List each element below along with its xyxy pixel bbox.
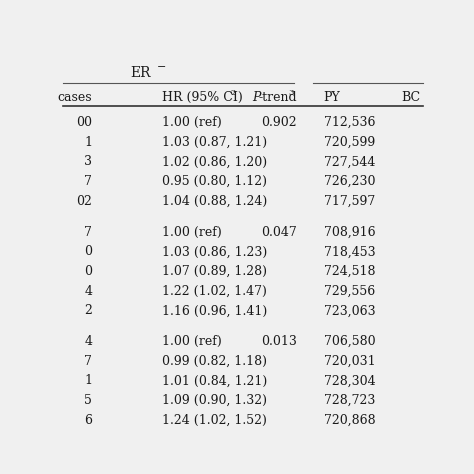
Text: -trend: -trend [259,91,297,104]
Text: 1.00 (ref): 1.00 (ref) [162,226,222,238]
Text: 3: 3 [84,155,92,168]
Text: 7: 7 [84,355,92,368]
Text: 728,304: 728,304 [324,374,375,387]
Text: 1.24 (1.02, 1.52): 1.24 (1.02, 1.52) [162,414,267,427]
Text: −: − [156,62,166,72]
Text: P: P [252,91,261,104]
Text: 0: 0 [84,245,92,258]
Text: 0: 0 [84,265,92,278]
Text: 2: 2 [231,89,236,97]
Text: 720,868: 720,868 [324,414,375,427]
Text: 1.01 (0.84, 1.21): 1.01 (0.84, 1.21) [162,374,267,387]
Text: 5: 5 [84,394,92,407]
Text: 706,580: 706,580 [324,335,375,348]
Text: cases: cases [58,91,92,104]
Text: 1.09 (0.90, 1.32): 1.09 (0.90, 1.32) [162,394,267,407]
Text: 0.95 (0.80, 1.12): 0.95 (0.80, 1.12) [162,175,267,188]
Text: 1.04 (0.88, 1.24): 1.04 (0.88, 1.24) [162,195,267,208]
Text: 727,544: 727,544 [324,155,375,168]
Text: 3: 3 [289,89,294,97]
Text: 720,031: 720,031 [324,355,375,368]
Text: 724,518: 724,518 [324,265,375,278]
Text: 708,916: 708,916 [324,226,375,238]
Text: 7: 7 [84,226,92,238]
Text: 1.02 (0.86, 1.20): 1.02 (0.86, 1.20) [162,155,267,168]
Text: 0.047: 0.047 [261,226,297,238]
Text: HR (95% CI): HR (95% CI) [162,91,243,104]
Text: ER: ER [130,66,150,80]
Text: 712,536: 712,536 [324,116,375,129]
Text: PY: PY [324,91,340,104]
Text: 1.03 (0.86, 1.23): 1.03 (0.86, 1.23) [162,245,267,258]
Text: 7: 7 [84,175,92,188]
Text: 1: 1 [84,374,92,387]
Text: 1.00 (ref): 1.00 (ref) [162,335,222,348]
Text: 1.16 (0.96, 1.41): 1.16 (0.96, 1.41) [162,304,267,318]
Text: 1.00 (ref): 1.00 (ref) [162,116,222,129]
Text: 00: 00 [76,116,92,129]
Text: 1.03 (0.87, 1.21): 1.03 (0.87, 1.21) [162,136,267,149]
Text: 723,063: 723,063 [324,304,375,318]
Text: 02: 02 [76,195,92,208]
Text: 717,597: 717,597 [324,195,375,208]
Text: 729,556: 729,556 [324,285,375,298]
Text: 0.902: 0.902 [261,116,297,129]
Text: 1.22 (1.02, 1.47): 1.22 (1.02, 1.47) [162,285,267,298]
Text: 0.013: 0.013 [261,335,297,348]
Text: 6: 6 [84,414,92,427]
Text: 720,599: 720,599 [324,136,375,149]
Text: 1: 1 [84,136,92,149]
Text: 1.07 (0.89, 1.28): 1.07 (0.89, 1.28) [162,265,267,278]
Text: 726,230: 726,230 [324,175,375,188]
Text: 4: 4 [84,335,92,348]
Text: 2: 2 [84,304,92,318]
Text: 4: 4 [84,285,92,298]
Text: 718,453: 718,453 [324,245,375,258]
Text: 0.99 (0.82, 1.18): 0.99 (0.82, 1.18) [162,355,267,368]
Text: BC: BC [401,91,420,104]
Text: 728,723: 728,723 [324,394,375,407]
